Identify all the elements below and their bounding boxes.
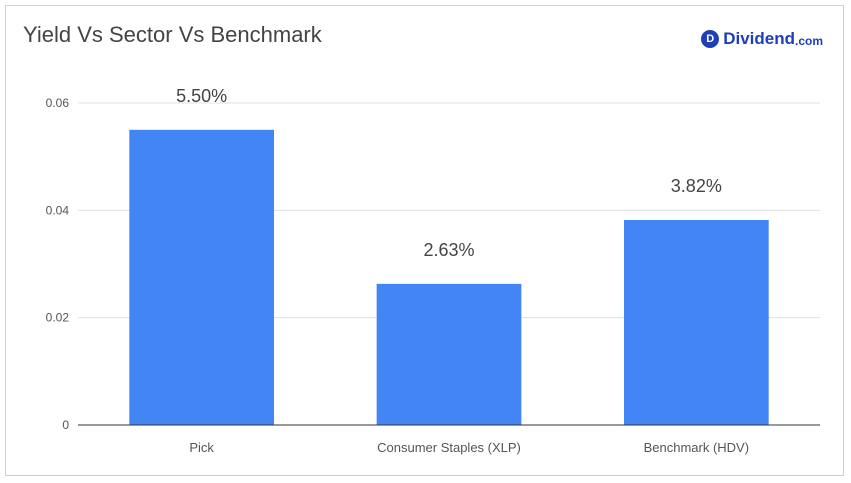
data-label: 3.82% [671, 176, 722, 196]
y-tick-label: 0 [62, 418, 69, 432]
y-tick-label: 0.02 [46, 311, 70, 325]
x-tick-label: Pick [189, 440, 214, 455]
data-label: 2.63% [423, 240, 474, 260]
bar [129, 129, 275, 426]
x-tick-label: Benchmark (HDV) [644, 440, 749, 455]
logo-d-icon: D [701, 30, 720, 48]
y-tick-label: 0.04 [46, 203, 70, 217]
bar [623, 219, 769, 425]
x-tick-label: Consumer Staples (XLP) [377, 440, 521, 455]
y-tick-label: 0.06 [46, 96, 70, 110]
data-label: 5.50% [176, 86, 227, 106]
chart-title: Yield Vs Sector Vs Benchmark [23, 22, 322, 47]
logo-name: Dividend [723, 29, 795, 48]
dividend-logo: D Dividend .com [701, 29, 823, 49]
logo-tld: .com [794, 34, 823, 48]
bar [376, 283, 522, 425]
